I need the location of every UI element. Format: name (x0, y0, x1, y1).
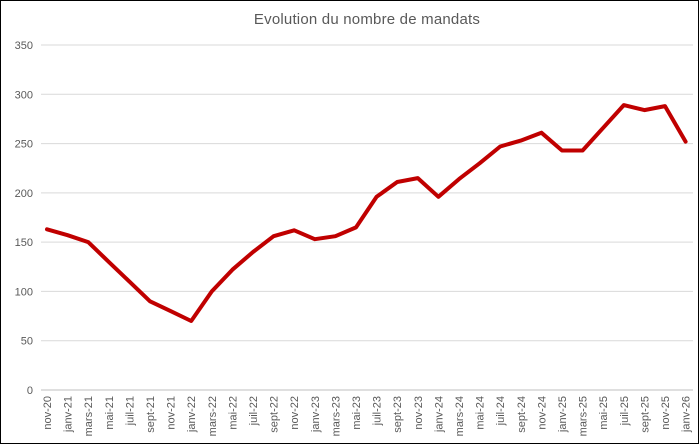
x-axis-tick-label: juil-24 (495, 396, 507, 426)
x-axis-tick-label: janv-26 (681, 396, 693, 433)
x-axis-tick-label: juil-21 (124, 396, 136, 426)
x-axis-tick-label: nov-24 (536, 396, 548, 430)
y-axis-tick-label: 350 (15, 40, 33, 52)
x-axis-tick-label: nov-20 (42, 396, 54, 430)
x-axis-tick-label: mars-23 (330, 396, 342, 436)
x-axis-tick-label: janv-22 (186, 396, 198, 433)
x-axis-tick-label: mars-25 (578, 396, 590, 436)
x-axis-tick-label: mars-21 (83, 396, 95, 436)
x-axis-tick-label: nov-25 (660, 396, 672, 430)
chart-title: Evolution du nombre de mandats (253, 11, 481, 28)
y-axis-tick-label: 0 (27, 385, 33, 397)
x-axis-tick-label: mars-22 (207, 396, 219, 436)
x-axis-tick-label: juil-22 (248, 396, 260, 426)
y-axis-tick-label: 250 (15, 139, 33, 151)
x-axis-tick-label: sept-23 (392, 396, 404, 433)
x-axis-tick-label: sept-24 (516, 396, 528, 433)
x-axis-tick-label: sept-21 (145, 396, 157, 433)
x-axis-tick-label: nov-22 (289, 396, 301, 430)
x-axis-tick-label: mai-21 (104, 396, 116, 430)
y-axis-tick-label: 300 (15, 89, 33, 101)
x-axis-tick-label: mai-22 (227, 396, 239, 430)
x-axis-tick-label: nov-23 (413, 396, 425, 430)
x-axis-tick-label: sept-25 (639, 396, 651, 433)
x-axis-tick-label: mai-25 (598, 396, 610, 430)
x-axis-tick-label: janv-21 (63, 396, 75, 433)
x-axis-tick-label: nov-21 (166, 396, 178, 430)
x-axis-tick-label: janv-24 (433, 396, 445, 433)
y-axis-tick-label: 100 (15, 286, 33, 298)
x-axis-tick-label: mai-24 (475, 396, 487, 430)
x-axis-tick-label: sept-22 (269, 396, 281, 433)
y-axis-tick-label: 50 (21, 336, 33, 348)
x-axis-tick-label: juil-25 (619, 396, 631, 426)
x-axis-tick-label: juil-23 (372, 396, 384, 426)
x-axis-tick-label: mai-23 (351, 396, 363, 430)
y-axis-tick-label: 150 (15, 237, 33, 249)
x-axis-tick-label: janv-25 (557, 396, 569, 433)
data-series-line (45, 103, 688, 323)
x-axis-tick-label: mars-24 (454, 396, 466, 436)
x-axis-tick-label: janv-23 (310, 396, 322, 433)
y-axis-tick-label: 200 (15, 188, 33, 200)
